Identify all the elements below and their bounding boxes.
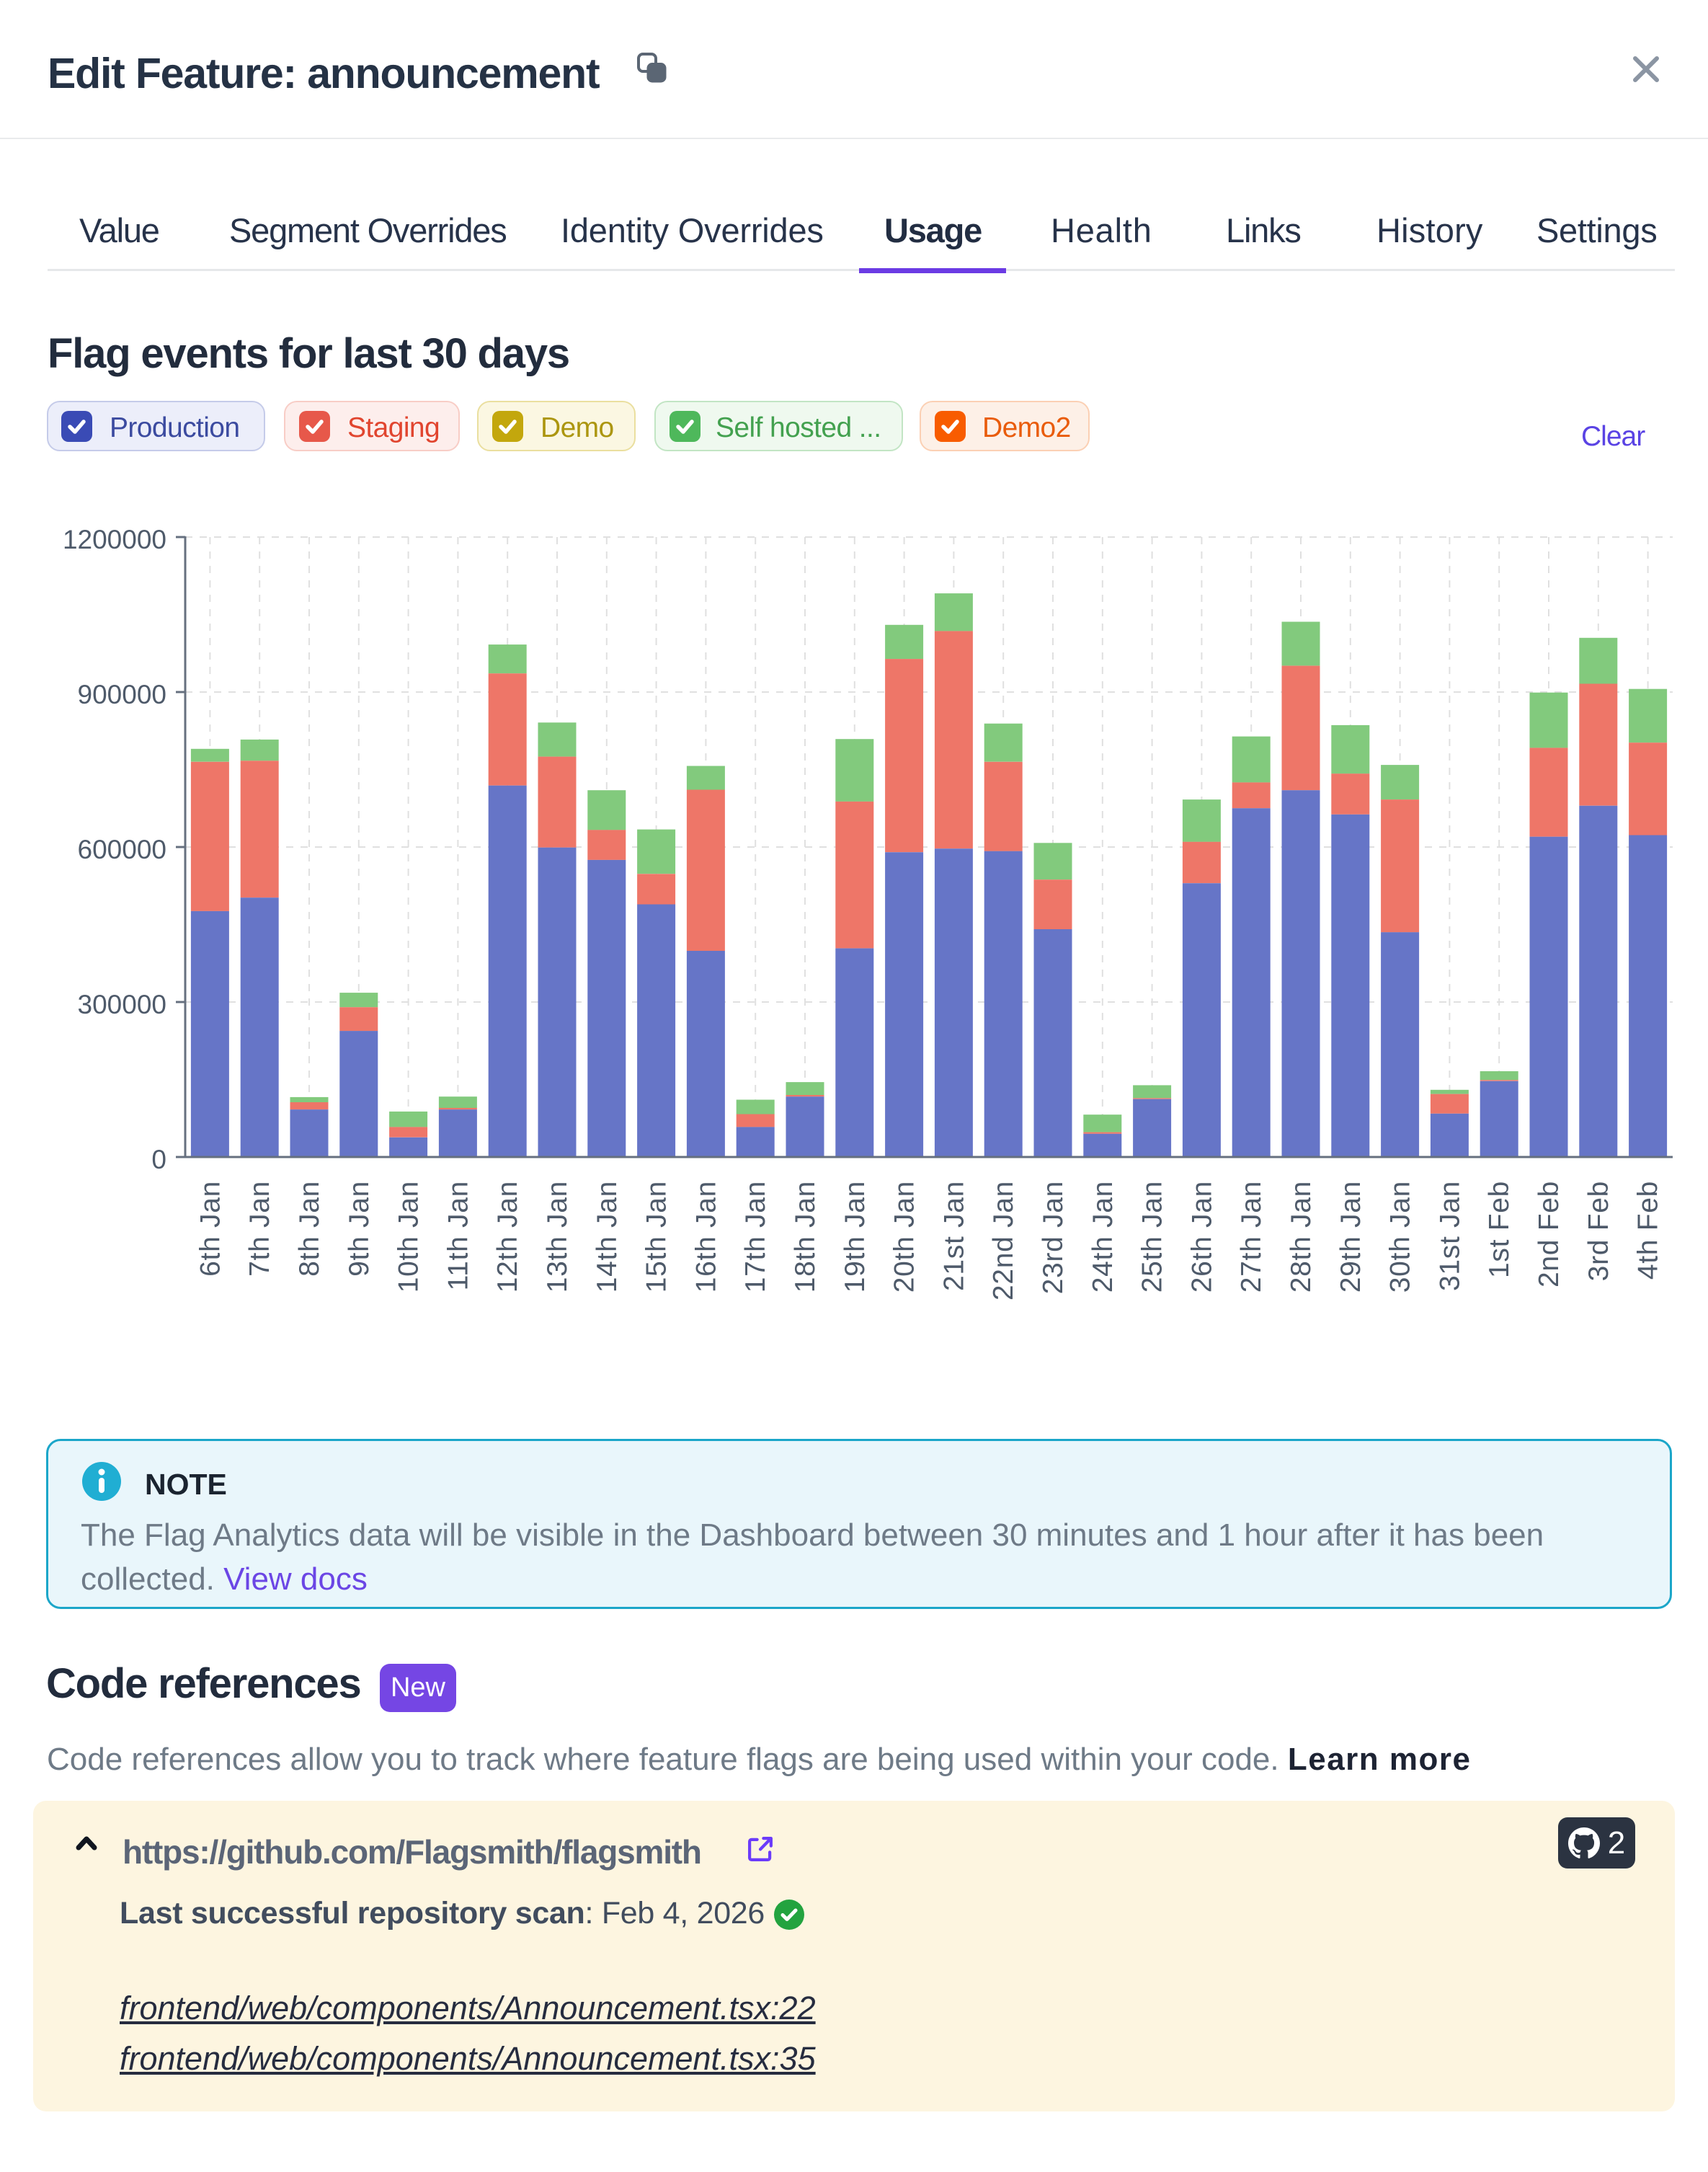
- svg-text:20th Jan: 20th Jan: [889, 1181, 920, 1293]
- svg-text:28th Jan: 28th Jan: [1286, 1181, 1317, 1293]
- svg-text:7th Jan: 7th Jan: [244, 1181, 275, 1277]
- svg-text:2nd Feb: 2nd Feb: [1534, 1181, 1565, 1287]
- svg-text:12th Jan: 12th Jan: [492, 1181, 523, 1293]
- svg-text:16th Jan: 16th Jan: [690, 1181, 721, 1293]
- svg-text:6th Jan: 6th Jan: [195, 1181, 226, 1277]
- svg-text:14th Jan: 14th Jan: [592, 1181, 623, 1293]
- svg-text:3rd Feb: 3rd Feb: [1583, 1181, 1614, 1281]
- svg-text:25th Jan: 25th Jan: [1137, 1181, 1168, 1293]
- svg-text:900000: 900000: [78, 680, 166, 709]
- svg-text:19th Jan: 19th Jan: [840, 1181, 871, 1293]
- svg-text:1200000: 1200000: [63, 525, 166, 554]
- svg-text:18th Jan: 18th Jan: [790, 1181, 821, 1293]
- svg-text:30th Jan: 30th Jan: [1385, 1181, 1416, 1293]
- svg-text:24th Jan: 24th Jan: [1087, 1181, 1118, 1293]
- svg-text:4th Feb: 4th Feb: [1633, 1181, 1664, 1280]
- svg-text:9th Jan: 9th Jan: [344, 1181, 375, 1277]
- svg-text:0: 0: [151, 1145, 166, 1174]
- svg-text:23rd Jan: 23rd Jan: [1038, 1181, 1069, 1294]
- svg-text:27th Jan: 27th Jan: [1236, 1181, 1267, 1293]
- svg-text:300000: 300000: [78, 990, 166, 1019]
- svg-text:8th Jan: 8th Jan: [294, 1181, 325, 1277]
- svg-text:21st Jan: 21st Jan: [938, 1181, 969, 1291]
- svg-text:600000: 600000: [78, 835, 166, 864]
- svg-text:13th Jan: 13th Jan: [542, 1181, 573, 1293]
- svg-text:26th Jan: 26th Jan: [1186, 1181, 1217, 1293]
- svg-text:10th Jan: 10th Jan: [393, 1181, 424, 1293]
- svg-text:31st Jan: 31st Jan: [1434, 1181, 1465, 1291]
- svg-text:15th Jan: 15th Jan: [641, 1181, 672, 1293]
- svg-text:1st Feb: 1st Feb: [1484, 1181, 1515, 1278]
- svg-text:17th Jan: 17th Jan: [740, 1181, 771, 1293]
- svg-text:11th Jan: 11th Jan: [442, 1181, 473, 1290]
- svg-text:29th Jan: 29th Jan: [1335, 1181, 1366, 1293]
- svg-text:22nd Jan: 22nd Jan: [988, 1181, 1019, 1300]
